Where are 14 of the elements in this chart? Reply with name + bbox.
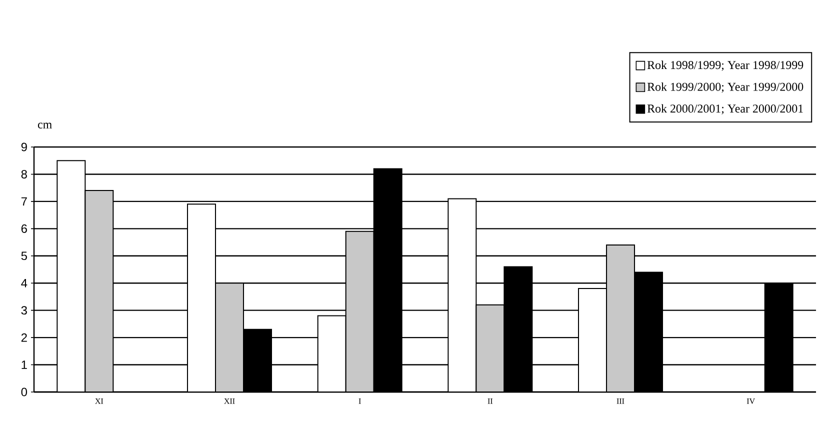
y-tick-label: 8 <box>21 170 27 178</box>
y-tick-label: 5 <box>21 252 27 260</box>
y-tick-label: 3 <box>21 306 27 315</box>
y-tick-label: 2 <box>21 333 27 342</box>
legend-label: Rok 1999/2000; Year 1999/2000 <box>647 82 804 93</box>
y-tick-label: 0 <box>21 388 28 396</box>
y-tick-label: 9 <box>21 142 27 152</box>
legend-label: Rok 2000/2001; Year 2000/2001 <box>647 104 803 114</box>
y-tick-label: 4 <box>21 279 28 288</box>
y-axis-title: cm <box>38 122 52 128</box>
y-tick-label: 7 <box>21 197 27 206</box>
legend-label: Rok 1998/1999; Year 1998/1999 <box>647 60 804 71</box>
y-tick-label: 6 <box>21 224 27 233</box>
y-tick-label: 1 <box>22 360 27 369</box>
